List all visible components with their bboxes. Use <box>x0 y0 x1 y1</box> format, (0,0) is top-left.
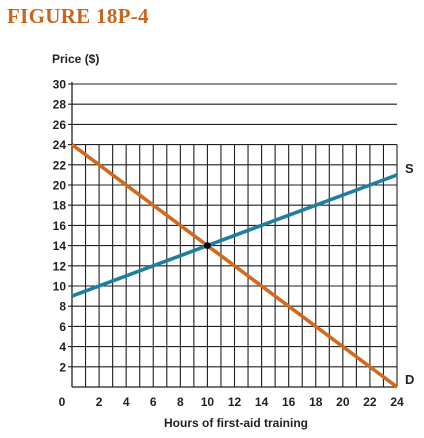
x-tick-label-0: 0 <box>59 395 66 409</box>
y-tick-label-10: 10 <box>53 280 67 294</box>
series-line-S <box>71 173 398 298</box>
grid <box>72 83 398 387</box>
x-tick-label-6: 6 <box>150 395 157 409</box>
equilibrium-point <box>204 242 211 250</box>
x-tick-label-12: 12 <box>228 395 242 409</box>
y-tick-label-4: 4 <box>59 340 66 354</box>
y-tick-label-22: 22 <box>53 158 67 172</box>
x-tick-labels: 0 2 4 6 8 10 12 14 16 18 20 22 24 <box>59 395 404 409</box>
x-tick-label-18: 18 <box>309 395 323 409</box>
y-tick-label-8: 8 <box>59 300 66 314</box>
y-tick-label-16: 16 <box>53 219 67 233</box>
series-label-D: D <box>405 372 414 387</box>
x-tick-label-2: 2 <box>96 395 103 409</box>
x-tick-label-14: 14 <box>255 395 269 409</box>
x-axis-label: Hours of first-aid training <box>164 416 308 430</box>
figure-label: FIGURE 18P-4 <box>7 4 149 28</box>
y-tick-label-26: 26 <box>53 118 67 132</box>
equilibrium-marks <box>204 242 211 250</box>
y-tick-label-14: 14 <box>53 239 67 253</box>
series-lines: DS <box>70 143 414 389</box>
x-tick-label-4: 4 <box>123 395 130 409</box>
y-tick-label-2: 2 <box>59 360 66 374</box>
y-tick-label-24: 24 <box>53 138 67 152</box>
x-tick-label-22: 22 <box>363 395 377 409</box>
y-tick-label-18: 18 <box>53 199 67 213</box>
series-label-S: S <box>405 161 414 176</box>
y-tick-label-30: 30 <box>53 78 67 92</box>
y-tick-label-12: 12 <box>53 259 67 273</box>
axes <box>68 82 397 388</box>
x-tick-label-16: 16 <box>282 395 296 409</box>
x-tick-label-10: 10 <box>201 395 215 409</box>
x-tick-label-24: 24 <box>390 395 404 409</box>
y-tick-label-28: 28 <box>53 98 67 112</box>
y-tick-label-20: 20 <box>53 179 67 193</box>
y-tick-label-6: 6 <box>59 320 66 334</box>
x-tick-label-20: 20 <box>336 395 350 409</box>
y-axis-label: Price ($) <box>52 52 99 66</box>
series-line-D <box>70 143 399 389</box>
x-tick-label-8: 8 <box>177 395 184 409</box>
